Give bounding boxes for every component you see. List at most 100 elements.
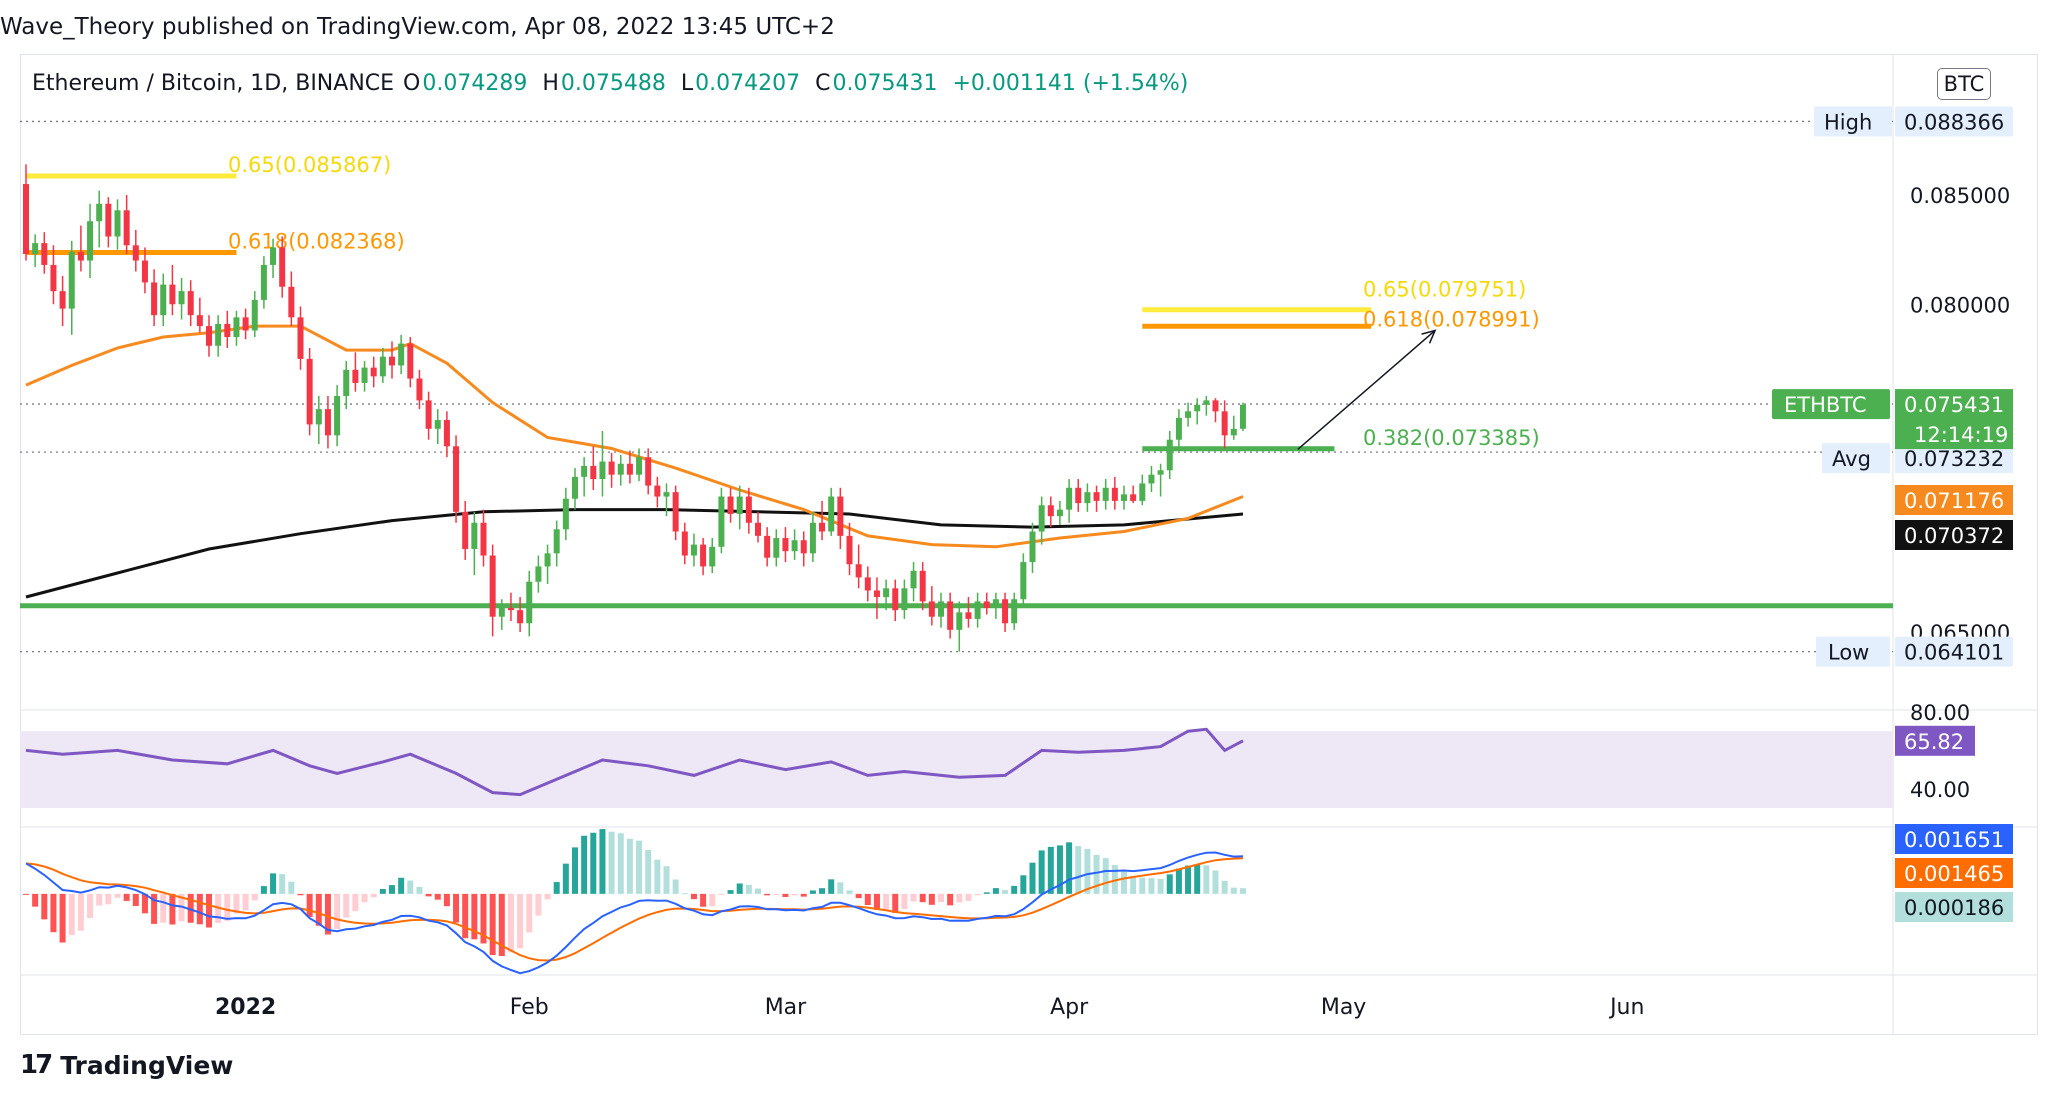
macd-chip-text-2: 0.000186 — [1904, 896, 2004, 920]
candle-body — [306, 358, 313, 425]
candle-body — [983, 601, 990, 608]
candle-body — [270, 247, 277, 265]
macd-histogram-bar — [919, 893, 926, 903]
candle-body — [581, 465, 588, 477]
avg-tag — [1822, 443, 1890, 474]
time-tick: Apr — [1050, 995, 1089, 1020]
macd-histogram-bar — [1020, 875, 1027, 894]
last-price-chip — [1895, 389, 2013, 450]
avg-tag-text: Avg — [1832, 447, 1871, 471]
candle-body — [636, 457, 643, 475]
candle-body — [1166, 439, 1173, 471]
macd-histogram-bar — [608, 831, 615, 894]
macd-histogram-bar — [1212, 870, 1219, 894]
arrow-layer — [1297, 329, 1437, 450]
candle-body — [151, 282, 158, 316]
candle-body — [251, 299, 258, 331]
candle-body — [260, 264, 267, 300]
candle-body — [1175, 417, 1182, 440]
macd-histogram-bar — [306, 893, 313, 917]
candle-body — [1011, 599, 1018, 624]
macd-histogram-bar — [425, 893, 432, 897]
legend-open-label: O — [403, 71, 421, 96]
macd-histogram-bar — [1239, 888, 1246, 894]
macd-histogram-bar — [773, 893, 780, 895]
fib-label-1: 0.618(0.082368) — [228, 230, 405, 254]
macd-histogram-bar — [809, 890, 816, 894]
ema-chip-text: 0.071176 — [1904, 489, 2004, 513]
time-tick: Feb — [510, 995, 549, 1020]
fib-label-2: 0.65(0.079751) — [1363, 278, 1526, 302]
ema-chip — [1895, 485, 2013, 515]
macd-histogram-bar — [947, 893, 954, 906]
macd-histogram-bar — [910, 893, 917, 902]
candle-body — [745, 496, 752, 523]
candle-body — [928, 601, 935, 617]
candle-body — [645, 457, 652, 486]
macd-signal-line — [25, 857, 1244, 962]
chart-frame[interactable] — [20, 54, 2038, 1035]
macd-histogram-bar — [398, 877, 405, 894]
ema-line — [25, 324, 1244, 549]
candle-body — [562, 498, 569, 530]
macd-histogram-bar — [1121, 869, 1127, 894]
macd-histogram-bar — [883, 893, 890, 910]
macd-histogram-bar — [892, 893, 899, 913]
macd-histogram-bar — [297, 893, 304, 896]
macd-histogram-bar — [1194, 864, 1201, 894]
macd-histogram-bar — [1166, 874, 1173, 894]
currency-button[interactable]: BTC — [1937, 68, 1991, 100]
candle-body — [224, 323, 231, 338]
macd-chip-text-0: 0.001651 — [1904, 828, 2004, 852]
candles-layer — [23, 164, 1246, 652]
macd-histogram-bar — [1230, 887, 1237, 894]
macd-histogram-bar — [77, 893, 84, 931]
projection-arrow-line — [1297, 329, 1436, 450]
macd-histogram-bar — [901, 893, 908, 909]
candle-body — [434, 420, 441, 429]
candle-body — [956, 612, 963, 630]
price-chip-text-high: 0.088366 — [1904, 110, 2004, 134]
tradingview-logo[interactable]: 17 TradingView — [20, 1050, 233, 1080]
legend-symbol: Ethereum / Bitcoin, 1D, BINANCE — [32, 71, 395, 96]
price-tick: 0.080000 — [1910, 293, 2010, 317]
macd-histogram-bar — [672, 879, 679, 894]
candle-body — [773, 538, 780, 558]
candle-body — [572, 476, 578, 499]
candle-body — [910, 570, 917, 589]
candle-body — [370, 367, 377, 377]
macd-histogram-bar — [1148, 878, 1155, 894]
macd-histogram-bar — [581, 835, 588, 894]
low-tag — [1816, 636, 1890, 667]
moving-averages-layer — [25, 324, 1244, 599]
macd-histogram-bar — [1175, 868, 1182, 894]
candle-body — [901, 588, 908, 611]
macd-histogram-bar — [141, 893, 148, 914]
macd-histogram-bar — [443, 893, 450, 907]
candle-body — [828, 496, 835, 532]
candle-body — [1203, 400, 1210, 405]
macd-histogram-bar — [453, 893, 460, 923]
legend-low-label: L — [680, 71, 694, 96]
macd-histogram-bar — [132, 893, 139, 907]
fib-label-3: 0.618(0.078991) — [1363, 307, 1540, 331]
candle-body — [1139, 483, 1146, 501]
candle-body — [215, 323, 222, 346]
macd-histogram-bar — [370, 893, 377, 898]
candle-body — [1102, 487, 1109, 501]
rsi-chip — [1895, 725, 1975, 756]
candle-body — [114, 210, 121, 237]
legend-open: 0.074289 — [422, 71, 528, 96]
macd-histogram-bar — [489, 893, 496, 956]
macd-histogram-bar — [590, 832, 597, 894]
candle-body — [1130, 494, 1137, 501]
high-tag — [1814, 106, 1892, 137]
macd-histogram-bar — [361, 893, 368, 903]
rsi-band — [20, 731, 1893, 808]
candle-body — [617, 463, 624, 475]
candle-body — [178, 291, 185, 305]
candle-body — [947, 601, 954, 630]
macd-chip-2 — [1895, 892, 2013, 922]
